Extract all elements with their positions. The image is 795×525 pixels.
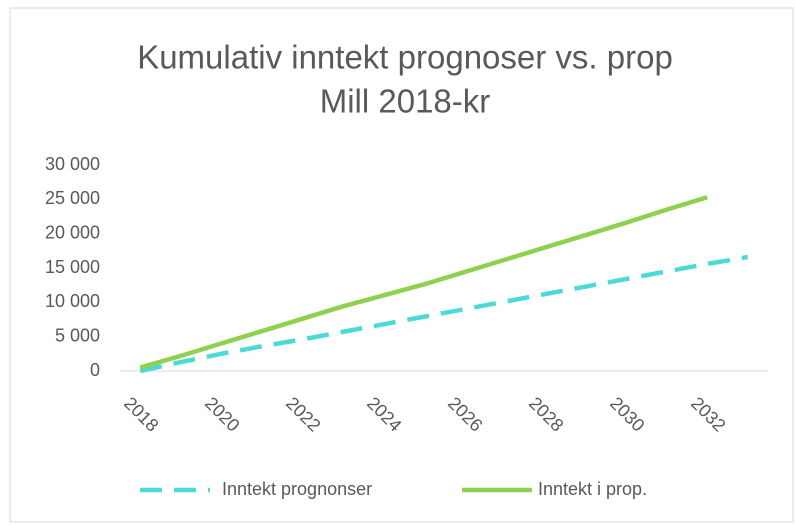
legend-label: Inntekt i prop. [538, 479, 647, 499]
chart-subtitle: Mill 2018-kr [320, 83, 491, 120]
chart-title: Kumulativ inntekt prognoser vs. prop [137, 39, 673, 76]
y-tick-label: 0 [90, 360, 100, 380]
series-line [139, 254, 749, 374]
y-tick-label: 20 000 [45, 222, 100, 242]
series-line [139, 195, 708, 370]
chart-frame [9, 7, 794, 523]
legend-label: Inntekt prognonser [222, 479, 372, 499]
y-tick-label: 5 000 [55, 325, 100, 345]
y-tick-label: 15 000 [45, 257, 100, 277]
y-tick-label: 25 000 [45, 188, 100, 208]
y-tick-label: 10 000 [45, 291, 100, 311]
y-tick-label: 30 000 [45, 154, 100, 174]
